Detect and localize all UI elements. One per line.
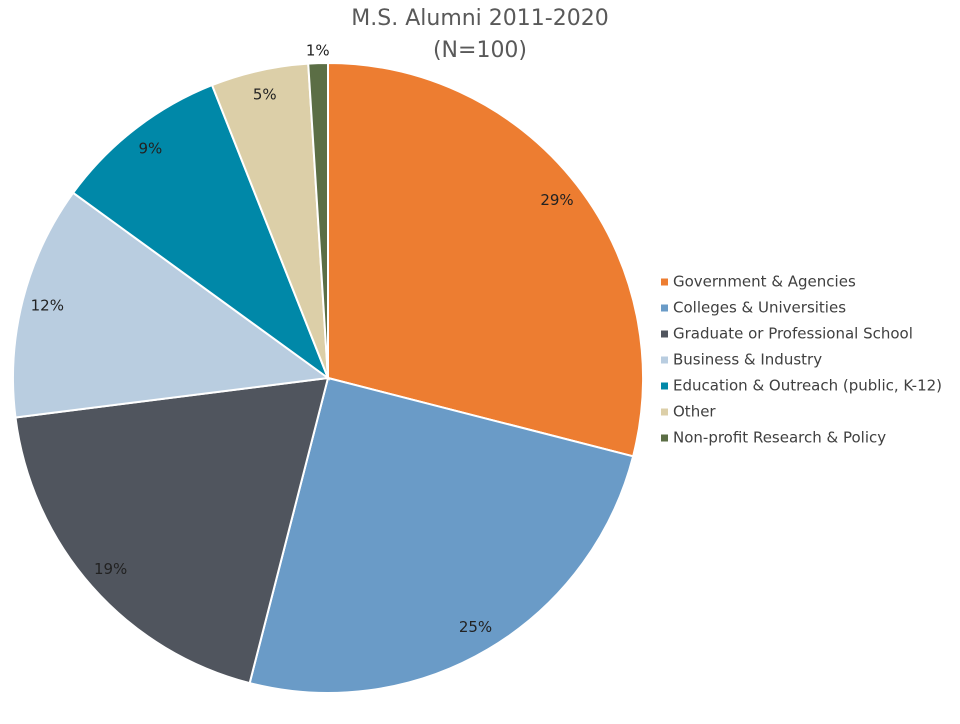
chart-subtitle: (N=100) [433, 38, 527, 63]
chart-title: M.S. Alumni 2011-2020 [351, 6, 608, 31]
data-label: 5% [253, 86, 277, 104]
legend-label: Government & Agencies [673, 273, 856, 291]
legend-label: Education & Outreach (public, K-12) [673, 377, 942, 395]
legend-swatch [661, 330, 668, 338]
pie-slice [12, 191, 331, 419]
pie-slice [248, 376, 635, 694]
legend-swatch [661, 408, 668, 416]
pie-slice [14, 376, 330, 685]
legend-label: Colleges & Universities [673, 299, 846, 317]
legend-swatch [661, 382, 668, 390]
legend-swatch [661, 304, 668, 312]
legend-label: Business & Industry [673, 351, 822, 369]
data-label: 9% [138, 140, 162, 158]
legend-label: Other [673, 403, 716, 421]
pie-slice [71, 83, 331, 381]
data-label: 25% [459, 618, 492, 636]
legend-swatch [661, 278, 668, 286]
pie-slice [327, 61, 644, 458]
data-label: 1% [306, 42, 330, 60]
legend-swatch [661, 434, 668, 442]
legend-label: Non-profit Research & Policy [673, 429, 886, 447]
legend-swatch [661, 356, 668, 364]
legend-label: Graduate or Professional School [673, 325, 913, 343]
pie-slice [307, 61, 329, 379]
data-label: 19% [94, 560, 127, 578]
data-label: 29% [540, 191, 573, 209]
data-label: 12% [31, 296, 64, 314]
